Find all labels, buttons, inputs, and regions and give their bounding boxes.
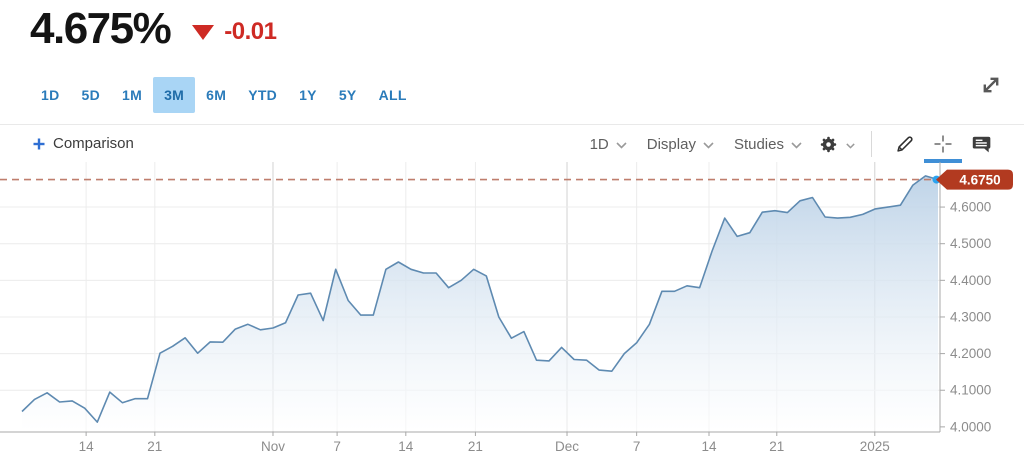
draw-tool-button[interactable] [886,125,924,163]
range-tab-1d[interactable]: 1D [41,87,60,103]
range-tab-3m[interactable]: 3M [153,77,196,113]
chart-plot-area[interactable]: 14 21 Nov 7 14 21 Dec 7 14 21 2025 4.0000 4.1000 4.20… [0,162,1024,465]
expand-icon [983,77,999,93]
range-tab-all[interactable]: ALL [378,87,407,103]
pencil-icon [897,136,913,152]
crosshair-icon [934,135,952,153]
svg-text:14: 14 [398,439,414,454]
studies-dropdown[interactable]: Studies [734,136,802,153]
comments-button[interactable] [962,125,1000,163]
svg-text:4.5000: 4.5000 [950,236,991,251]
interval-dropdown[interactable]: 1D [590,136,627,153]
expand-button[interactable] [976,70,1006,100]
down-triangle-icon [192,24,215,40]
svg-text:4.1000: 4.1000 [950,383,991,398]
range-tab-5d[interactable]: 5D [81,87,100,103]
svg-text:14: 14 [701,439,717,454]
comment-icon [972,136,990,152]
chart-toolbar: Comparison 1D Display Studies [0,124,1024,163]
range-tab-1m[interactable]: 1M [122,87,143,103]
current-value: 4.675% [30,4,172,53]
change-indicator: -0.01 [192,18,277,46]
axes [0,162,945,436]
chevron-down-icon [846,142,855,149]
svg-text:21: 21 [468,439,483,454]
chevron-down-icon [616,142,627,149]
svg-text:Dec: Dec [555,439,579,454]
add-comparison-button[interactable]: Comparison [33,135,134,152]
svg-text:4.2000: 4.2000 [950,346,991,361]
svg-text:7: 7 [633,439,641,454]
x-axis-labels: 14 21 Nov 7 14 21 Dec 7 14 21 2025 [79,439,890,454]
gear-icon [820,136,837,152]
range-tab-5y[interactable]: 5Y [338,87,357,103]
toolbar-right-group: 1D Display Studies [590,125,1000,163]
range-tab-ytd[interactable]: YTD [248,87,278,103]
range-tab-1y[interactable]: 1Y [299,87,317,103]
interval-value: 1D [589,135,609,153]
svg-text:21: 21 [147,439,162,454]
svg-text:4.4000: 4.4000 [950,273,991,288]
chevron-down-icon [703,142,714,149]
svg-text:4.3000: 4.3000 [950,309,991,324]
change-value: -0.01 [224,18,277,45]
quote-header: 4.675% -0.01 [30,4,277,54]
plus-icon [33,138,45,149]
svg-text:7: 7 [333,439,341,454]
y-axis-labels: 4.0000 4.1000 4.2000 4.3000 4.4000 4.5000 4.60… [950,200,991,435]
settings-dropdown[interactable] [818,134,855,155]
svg-text:Nov: Nov [261,439,285,454]
svg-text:14: 14 [79,439,95,454]
svg-text:2025: 2025 [860,439,890,454]
studies-label: Studies [733,135,784,153]
range-tabs: 1D 5D 1M 3M 6M YTD 1Y 5Y ALL [30,76,418,114]
price-line [21,175,939,423]
display-dropdown[interactable]: Display [647,136,714,153]
comparison-label: Comparison [53,135,134,152]
last-price-badge [936,169,1013,190]
range-tab-6m[interactable]: 6M [206,87,227,103]
crosshair-tool-button[interactable] [924,125,962,163]
last-price-label: 4.6750 [959,172,1000,187]
svg-text:21: 21 [769,439,784,454]
toolbar-divider [871,131,872,157]
display-label: Display [646,135,696,153]
area-fill [22,175,938,431]
svg-text:4.0000: 4.0000 [950,419,991,434]
chevron-down-icon [791,142,802,149]
svg-text:4.6000: 4.6000 [950,200,991,215]
